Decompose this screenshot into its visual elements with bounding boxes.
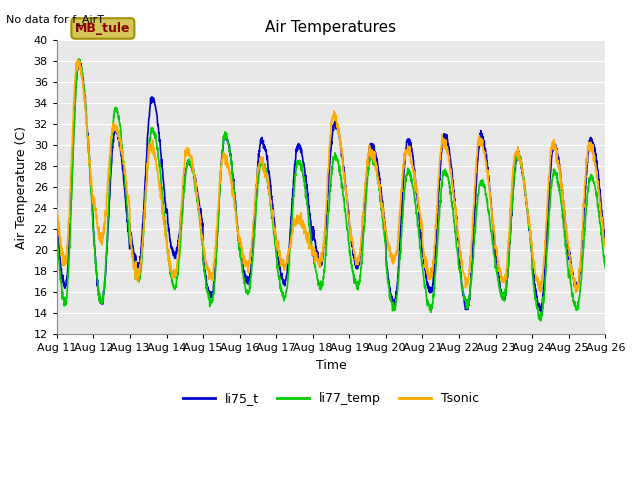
Tsonic xyxy=(602,241,609,247)
li77_temp xyxy=(53,227,61,232)
li77_temp xyxy=(75,56,83,62)
Tsonic xyxy=(572,289,579,295)
Legend: li75_t, li77_temp, Tsonic: li75_t, li77_temp, Tsonic xyxy=(179,387,484,410)
X-axis label: Time: Time xyxy=(316,359,346,372)
Tsonic xyxy=(206,269,214,275)
Tsonic xyxy=(74,57,82,63)
li75_t xyxy=(347,232,355,238)
li75_t xyxy=(554,148,561,154)
li77_temp xyxy=(206,298,214,304)
Y-axis label: Air Temperature (C): Air Temperature (C) xyxy=(15,126,28,249)
Tsonic xyxy=(568,270,576,276)
li75_t xyxy=(602,242,609,248)
Text: No data for f_AirT: No data for f_AirT xyxy=(6,14,104,25)
li75_t xyxy=(537,310,545,315)
Text: MB_tule: MB_tule xyxy=(75,22,131,35)
Line: Tsonic: Tsonic xyxy=(57,60,605,292)
Tsonic xyxy=(553,153,561,159)
Line: li77_temp: li77_temp xyxy=(57,59,605,321)
li77_temp xyxy=(347,261,355,266)
Tsonic xyxy=(53,209,61,215)
li77_temp xyxy=(554,170,561,176)
li75_t xyxy=(206,294,214,300)
li75_t xyxy=(569,268,577,274)
Title: Air Temperatures: Air Temperatures xyxy=(266,20,397,35)
Line: li75_t: li75_t xyxy=(57,60,605,312)
li77_temp xyxy=(536,318,544,324)
li77_temp xyxy=(491,253,499,259)
li75_t xyxy=(359,225,367,230)
li77_temp xyxy=(602,265,609,271)
Tsonic xyxy=(347,226,355,231)
li75_t xyxy=(76,57,84,62)
li77_temp xyxy=(359,242,367,248)
li75_t xyxy=(491,243,499,249)
li77_temp xyxy=(569,290,577,296)
li75_t xyxy=(53,215,61,220)
Tsonic xyxy=(491,231,499,237)
Tsonic xyxy=(359,213,367,218)
